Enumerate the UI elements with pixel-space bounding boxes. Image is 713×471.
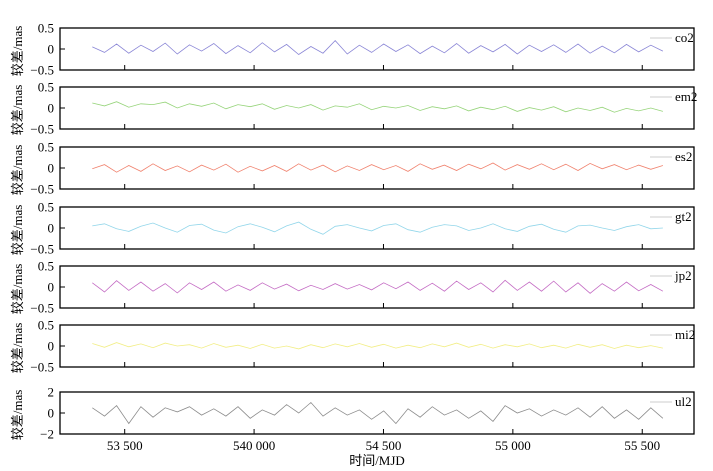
legend-label: ul2 — [675, 394, 692, 409]
y-tick-label: −0.5 — [30, 122, 54, 137]
y-tick-label: 0 — [48, 406, 55, 421]
y-axis-label: 较差/mas — [10, 264, 25, 315]
subplot-mi2: 0.5 0 −0.5 较差/mas mi2 — [10, 318, 695, 375]
legend-label: es2 — [675, 149, 692, 164]
y-tick-label: −0.5 — [30, 242, 54, 257]
subplot-em2: 0.5 0 −0.5 较差/mas em2 — [10, 80, 697, 137]
y-axis-label: 较差/mas — [10, 205, 25, 256]
y-tick-label: 0.5 — [38, 140, 54, 155]
legend-label: jp2 — [674, 268, 692, 283]
y-axis-label: 较差/mas — [10, 85, 25, 136]
series-line-co2 — [92, 40, 664, 55]
y-axis-label: 较差/mas — [10, 323, 25, 374]
y-tick-label: 0 — [48, 101, 55, 116]
subplot-jp2: 0.5 0 −0.5 较差/mas jp2 — [10, 259, 695, 316]
x-tick-label: 540 000 — [233, 438, 275, 453]
y-tick-label: −0.5 — [30, 360, 54, 375]
x-tick-label: 55 500 — [624, 438, 660, 453]
y-tick-label: 2 — [48, 385, 55, 400]
subplot-gt2: 0.5 0 −0.5 较差/mas gt2 — [10, 200, 695, 257]
plot-frame — [59, 206, 695, 250]
legend-label: em2 — [675, 89, 697, 104]
legend-gt2: gt2 — [650, 209, 692, 224]
series-line-jp2 — [92, 279, 664, 294]
legend-label: co2 — [675, 30, 694, 45]
subplot-co2: 0.5 0 −0.5 较差/mas co2 — [10, 21, 695, 78]
y-axis-label: 较差/mas — [10, 26, 25, 77]
y-axis-label: 较差/mas — [10, 145, 25, 196]
y-tick-label: 0 — [48, 280, 55, 295]
y-tick-label: 0 — [48, 42, 55, 57]
legend-label: mi2 — [675, 327, 695, 342]
series-line-mi2 — [92, 342, 663, 350]
series-line-ul2 — [92, 401, 664, 425]
x-tick-label: 55 000 — [495, 438, 531, 453]
y-tick-label: −2 — [40, 427, 54, 442]
y-tick-label: 0 — [48, 221, 55, 236]
series-line-es2 — [92, 162, 664, 173]
legend-label: gt2 — [675, 209, 692, 224]
subplot-es2: 0.5 0 −0.5 较差/mas es2 — [10, 140, 695, 197]
x-axis-label: 时间/MJD — [349, 453, 405, 468]
subplot-ul2: 2 0 −2 较差/mas ul2 — [10, 385, 695, 442]
y-tick-label: 0.5 — [38, 318, 54, 333]
plot-frame — [59, 391, 695, 435]
y-axis-label: 较差/mas — [10, 390, 25, 441]
legend-jp2: jp2 — [650, 268, 692, 283]
y-tick-label: 0.5 — [38, 21, 54, 36]
x-tick-label: 54 500 — [366, 438, 402, 453]
y-tick-label: −0.5 — [30, 63, 54, 78]
y-tick-label: 0.5 — [38, 80, 54, 95]
series-line-gt2 — [92, 221, 663, 235]
x-tick-label: 53 500 — [107, 438, 143, 453]
series-line-em2 — [92, 101, 664, 113]
legend-mi2: mi2 — [650, 327, 695, 342]
legend-ul2: ul2 — [650, 394, 692, 409]
y-tick-label: 0 — [48, 339, 55, 354]
y-tick-label: 0.5 — [38, 200, 54, 215]
legend-co2: co2 — [650, 30, 694, 45]
y-tick-label: 0 — [48, 161, 55, 176]
legend-em2: em2 — [650, 89, 697, 104]
y-tick-label: 0.5 — [38, 259, 54, 274]
y-tick-label: −0.5 — [30, 182, 54, 197]
plot-frame — [59, 146, 695, 190]
legend-es2: es2 — [650, 149, 692, 164]
y-tick-label: −0.5 — [30, 301, 54, 316]
